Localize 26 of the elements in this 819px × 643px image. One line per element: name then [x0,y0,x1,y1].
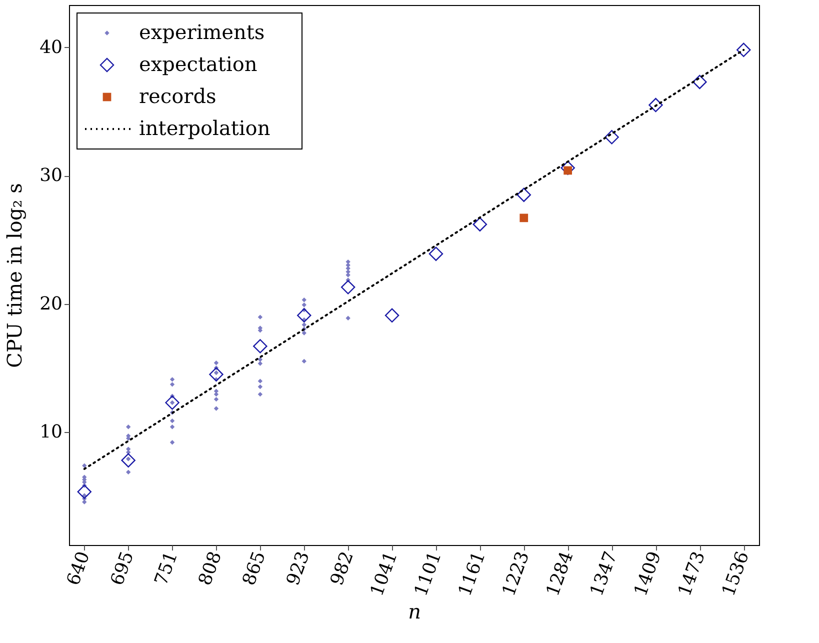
y-tick-label: 10 [40,422,62,443]
legend-label: interpolation [139,116,270,140]
x-tick-label: 640 [62,548,94,588]
y-tick-label: 30 [40,165,62,186]
x-axis-title: n [408,600,421,624]
x-tick-label: 1409 [630,548,666,599]
x-tick-label: 1041 [366,548,402,599]
x-tick-label: 751 [150,548,182,588]
y-tick-label: 20 [40,293,62,314]
x-tick-label: 1347 [586,548,622,599]
x-tick-label: 808 [194,548,226,588]
x-tick-label: 1536 [718,548,754,599]
legend-label: records [139,84,216,108]
x-tick-label: 982 [326,548,358,588]
y-axis-title: CPU time in log₂ s [2,183,27,368]
x-tick-label: 1101 [410,548,446,599]
x-tick-label: 865 [238,548,270,588]
x-tick-label: 1223 [498,548,534,599]
x-tick-label: 1284 [542,548,578,599]
x-tick-label: 1161 [454,548,490,599]
legend-label: experiments [139,20,265,44]
x-tick-label: 695 [106,548,138,588]
y-tick-label: 40 [40,36,62,58]
legend-label: expectation [139,52,258,76]
x-tick-label: 923 [282,548,314,588]
x-tick-label: 1473 [674,548,710,599]
